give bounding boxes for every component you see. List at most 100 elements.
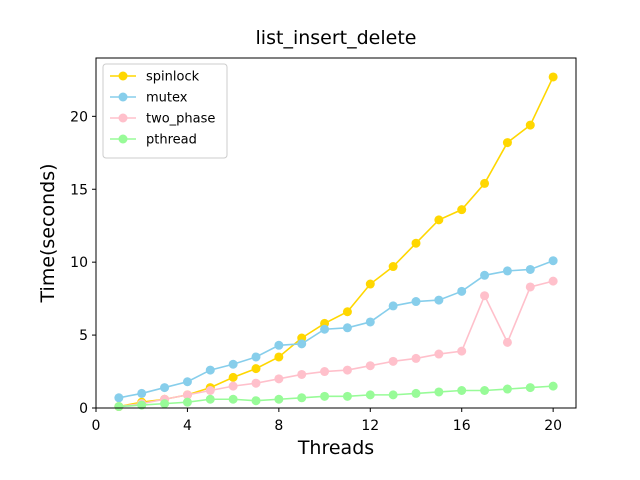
data-point [525, 383, 535, 393]
data-point [548, 72, 558, 82]
data-point [228, 359, 238, 369]
y-tick-label: 10 [70, 255, 88, 271]
data-point [228, 372, 238, 382]
legend-label: mutex [146, 91, 188, 106]
data-point [182, 390, 192, 400]
data-point [297, 393, 307, 403]
chart-title: list_insert_delete [256, 27, 417, 49]
data-point [457, 346, 467, 356]
x-axis-label: Threads [297, 437, 374, 459]
series-mutex [114, 256, 558, 403]
y-tick-label: 5 [79, 328, 88, 344]
data-point [137, 388, 147, 398]
data-point [365, 317, 375, 327]
legend-marker [118, 71, 128, 81]
data-point [160, 383, 170, 393]
data-point [137, 400, 147, 410]
data-point [434, 215, 444, 225]
data-point [457, 286, 467, 296]
data-point [114, 393, 124, 403]
data-point [411, 353, 421, 363]
x-tick-label: 16 [453, 418, 471, 434]
data-point [274, 374, 284, 384]
legend-marker [118, 134, 128, 144]
data-point [251, 352, 261, 362]
x-tick-label: 8 [274, 418, 283, 434]
data-point [411, 388, 421, 398]
data-point [251, 378, 261, 388]
data-point [182, 397, 192, 407]
legend-box [102, 63, 228, 159]
x-tick-label: 0 [92, 418, 101, 434]
y-tick-label: 15 [70, 182, 88, 198]
x-tick-label: 20 [544, 418, 562, 434]
data-point [297, 339, 307, 349]
data-point [548, 256, 558, 266]
data-point [525, 264, 535, 274]
data-point [525, 120, 535, 130]
legend-item-pthread: pthread [110, 133, 197, 148]
data-point [502, 138, 512, 148]
data-point [342, 365, 352, 375]
data-point [525, 282, 535, 292]
data-point [480, 291, 490, 301]
data-point [502, 337, 512, 347]
data-point [480, 178, 490, 188]
data-point [205, 386, 215, 395]
data-point [411, 238, 421, 248]
x-axis: 0 4 8 12 16 20 [92, 408, 562, 434]
data-point [342, 307, 352, 317]
data-point [365, 361, 375, 371]
data-point [388, 262, 398, 272]
data-point [114, 402, 124, 412]
data-point [342, 391, 352, 401]
legend-item-spinlock: spinlock [110, 70, 200, 85]
data-point [388, 301, 398, 311]
data-point [182, 377, 192, 387]
data-point [434, 387, 444, 397]
data-point [457, 205, 467, 215]
data-point [205, 394, 215, 404]
data-point [480, 270, 490, 280]
data-point [457, 386, 467, 395]
legend-item-two_phase: two_phase [110, 112, 215, 127]
series-pthread [114, 381, 558, 412]
data-point [365, 390, 375, 400]
data-point [274, 394, 284, 404]
data-point [297, 369, 307, 379]
y-tick-label: 0 [79, 401, 88, 417]
data-point [274, 340, 284, 350]
legend-label: spinlock [146, 70, 200, 85]
data-point [320, 367, 330, 377]
data-point [320, 324, 330, 334]
legend-label: two_phase [146, 112, 215, 127]
data-point [251, 396, 261, 406]
data-point [205, 365, 215, 375]
y-axis-label: Time(seconds) [37, 164, 59, 304]
data-point [502, 384, 512, 394]
data-point [502, 266, 512, 276]
data-point [342, 323, 352, 333]
data-point [274, 352, 284, 362]
legend-marker [118, 92, 128, 102]
legend-marker [118, 113, 128, 123]
legend-item-mutex: mutex [110, 91, 188, 106]
data-point [365, 279, 375, 289]
data-point [548, 381, 558, 391]
data-point [251, 364, 261, 374]
plot-area [114, 72, 558, 412]
data-point [548, 276, 558, 286]
y-axis: 0 5 10 15 20 [70, 109, 96, 417]
x-tick-label: 4 [183, 418, 192, 434]
data-point [388, 356, 398, 366]
data-point [320, 391, 330, 401]
legend-label: pthread [146, 133, 197, 148]
data-point [228, 381, 238, 391]
data-point [434, 349, 444, 359]
data-point [480, 386, 490, 395]
data-point [388, 390, 398, 400]
y-tick-label: 20 [70, 109, 88, 125]
x-tick-label: 12 [361, 418, 379, 434]
